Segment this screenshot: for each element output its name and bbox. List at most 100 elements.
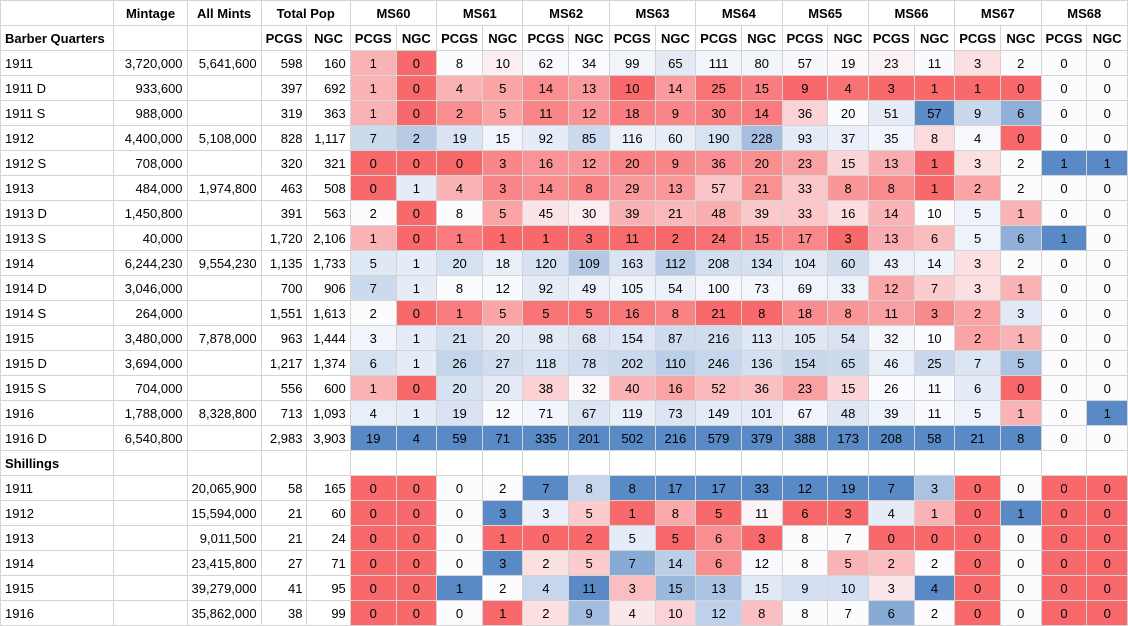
grade-count-cell[interactable]: 99 — [608, 50, 656, 76]
grade-count-cell[interactable]: 0 — [395, 525, 438, 551]
grade-count-cell[interactable]: 3 — [954, 275, 1002, 301]
grade-count-cell[interactable]: 105 — [608, 275, 656, 301]
grade-count-cell[interactable]: 39 — [741, 200, 783, 226]
total-pcgs-cell[interactable]: 598 — [260, 50, 308, 76]
grade-count-cell[interactable]: 7 — [349, 125, 397, 151]
grade-count-cell[interactable]: 11 — [568, 575, 610, 601]
grade-count-cell[interactable]: 85 — [568, 125, 610, 151]
coin-label-cell[interactable]: 1915 — [0, 325, 115, 351]
grade-count-cell[interactable]: 0 — [395, 150, 438, 176]
grade-count-cell[interactable]: 0 — [1086, 250, 1128, 276]
grade-count-cell[interactable]: 1 — [1040, 225, 1088, 251]
ngc-header[interactable]: NGC — [395, 25, 438, 51]
coin-label-cell[interactable]: 1914 — [0, 250, 115, 276]
grade-count-cell[interactable]: 4 — [954, 125, 1002, 151]
coin-label-cell[interactable]: 1912 — [0, 500, 115, 526]
ngc-header[interactable]: NGC — [1086, 25, 1128, 51]
total-pcgs-cell[interactable]: 27 — [260, 550, 308, 576]
grade-count-cell[interactable]: 8 — [654, 500, 697, 526]
coin-label-cell[interactable]: 1914 — [0, 550, 115, 576]
grade-count-cell[interactable]: 2 — [654, 225, 697, 251]
all-mints-cell[interactable] — [186, 225, 262, 251]
grade-count-cell[interactable]: 0 — [954, 550, 1002, 576]
blank-cell[interactable] — [481, 450, 524, 476]
grade-count-cell[interactable]: 110 — [654, 350, 697, 376]
grade-count-cell[interactable]: 5 — [568, 500, 610, 526]
grade-count-cell[interactable]: 30 — [568, 200, 610, 226]
grade-count-cell[interactable]: 2 — [522, 600, 570, 626]
blank-cell[interactable] — [1086, 450, 1128, 476]
grade-count-cell[interactable]: 0 — [395, 50, 438, 76]
grade-count-cell[interactable]: 100 — [695, 275, 742, 301]
grade-count-cell[interactable]: 4 — [436, 75, 483, 101]
grade-count-cell[interactable]: 9 — [654, 150, 697, 176]
grade-count-cell[interactable]: 0 — [1040, 50, 1088, 76]
grade-count-cell[interactable]: 0 — [1086, 275, 1128, 301]
grade-count-cell[interactable]: 104 — [781, 250, 829, 276]
grade-count-cell[interactable]: 9 — [568, 600, 610, 626]
grade-count-cell[interactable]: 33 — [781, 175, 829, 201]
grade-count-cell[interactable]: 24 — [695, 225, 742, 251]
grade-count-cell[interactable]: 0 — [349, 475, 397, 501]
grade-count-cell[interactable]: 0 — [1086, 175, 1128, 201]
grade-count-cell[interactable]: 92 — [522, 275, 570, 301]
coin-label-cell[interactable]: 1911 — [0, 50, 115, 76]
grade-count-cell[interactable]: 20 — [608, 150, 656, 176]
grade-count-cell[interactable]: 0 — [395, 550, 438, 576]
grade-count-cell[interactable]: 15 — [741, 225, 783, 251]
blank-cell[interactable] — [913, 450, 956, 476]
all-mints-cell[interactable]: 39,279,000 — [186, 575, 262, 601]
coin-label-cell[interactable]: 1914 S — [0, 300, 115, 326]
grade-count-cell[interactable]: 5 — [954, 400, 1002, 426]
grade-count-cell[interactable]: 10 — [481, 50, 524, 76]
mintage-cell[interactable]: 6,540,800 — [113, 425, 188, 451]
grade-count-cell[interactable]: 52 — [695, 375, 742, 401]
grade-count-cell[interactable]: 149 — [695, 400, 742, 426]
total-pcgs-cell[interactable]: 21 — [260, 500, 308, 526]
grade-count-cell[interactable]: 0 — [1086, 75, 1128, 101]
grade-count-cell[interactable]: 60 — [827, 250, 869, 276]
grade-count-cell[interactable]: 1 — [1000, 200, 1042, 226]
mintage-cell[interactable]: 3,694,000 — [113, 350, 188, 376]
total-pcgs-cell[interactable]: 1,135 — [260, 250, 308, 276]
grade-count-cell[interactable]: 25 — [913, 350, 956, 376]
all-mints-cell[interactable]: 1,974,800 — [186, 175, 262, 201]
grade-count-cell[interactable]: 15 — [741, 575, 783, 601]
grade-count-cell[interactable]: 9 — [781, 575, 829, 601]
grade-count-cell[interactable]: 8 — [913, 125, 956, 151]
grade-count-cell[interactable]: 19 — [436, 400, 483, 426]
grade-count-cell[interactable]: 11 — [913, 400, 956, 426]
mintage-cell[interactable]: 3,046,000 — [113, 275, 188, 301]
all-mints-header[interactable]: All Mints — [186, 0, 262, 26]
grade-count-cell[interactable]: 5 — [349, 250, 397, 276]
grade-count-cell[interactable]: 1 — [349, 50, 397, 76]
total-pcgs-cell[interactable]: 320 — [260, 150, 308, 176]
all-mints-cell[interactable] — [186, 100, 262, 126]
ngc-header[interactable]: NGC — [481, 25, 524, 51]
grade-count-cell[interactable]: 0 — [1000, 600, 1042, 626]
grade-count-cell[interactable]: 10 — [913, 200, 956, 226]
mintage-cell[interactable]: 1,450,800 — [113, 200, 188, 226]
total-pcgs-cell[interactable]: 1,217 — [260, 350, 308, 376]
pcgs-header[interactable]: PCGS — [436, 25, 483, 51]
grade-count-cell[interactable]: 1 — [1000, 275, 1042, 301]
total-ngc-cell[interactable]: 600 — [306, 375, 351, 401]
grade-count-cell[interactable]: 21 — [695, 300, 742, 326]
total-ngc-cell[interactable]: 3,903 — [306, 425, 351, 451]
grade-count-cell[interactable]: 11 — [741, 500, 783, 526]
grade-count-cell[interactable]: 3 — [913, 300, 956, 326]
coin-label-cell[interactable]: 1911 — [0, 475, 115, 501]
total-pcgs-cell[interactable]: 700 — [260, 275, 308, 301]
corner-cell[interactable] — [0, 0, 115, 26]
grade-count-cell[interactable]: 208 — [867, 425, 915, 451]
grade-count-cell[interactable]: 20 — [436, 375, 483, 401]
grade-count-cell[interactable]: 57 — [913, 100, 956, 126]
grade-count-cell[interactable]: 1 — [395, 275, 438, 301]
grade-count-cell[interactable]: 20 — [481, 375, 524, 401]
grade-count-cell[interactable]: 8 — [827, 175, 869, 201]
grade-count-cell[interactable]: 0 — [436, 525, 483, 551]
grade-count-cell[interactable]: 579 — [695, 425, 742, 451]
grade-count-cell[interactable]: 26 — [436, 350, 483, 376]
grade-count-cell[interactable]: 190 — [695, 125, 742, 151]
all-mints-cell[interactable] — [186, 200, 262, 226]
